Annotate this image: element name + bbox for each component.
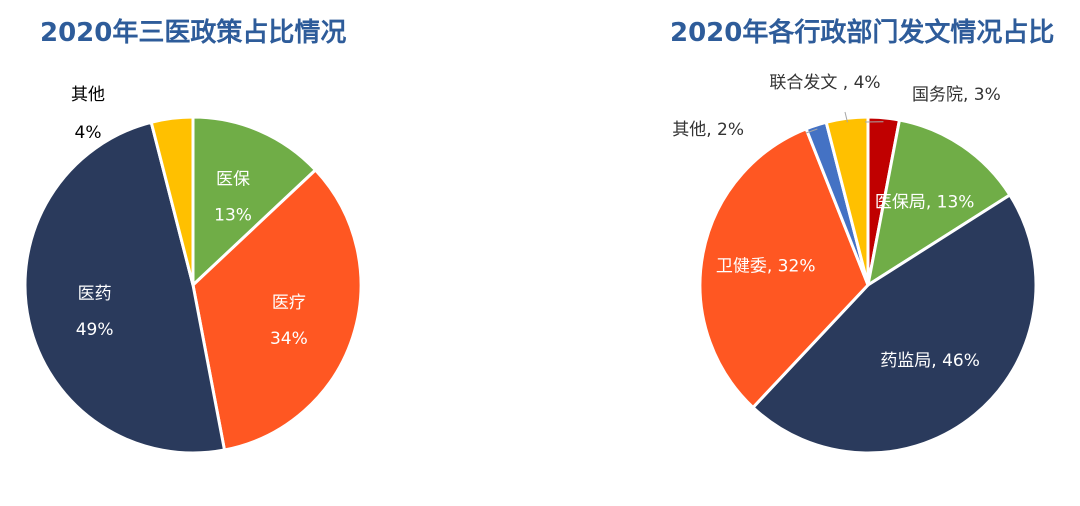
pie-slice-1 xyxy=(866,118,1012,287)
slice-name-label: 医保 xyxy=(216,169,250,189)
pie-slice-0 xyxy=(191,115,317,287)
right-pie-chart: 国务院, 3% 医保局, 13% 药监局, 46% 卫健委, 32% 其他, 2% 联合发… xyxy=(540,0,1080,506)
left-pie-svg: 医保 13% 医疗 34% 医药 49% 其他 4% xyxy=(23,85,363,455)
slice-value-label: 13% xyxy=(214,205,252,225)
slices xyxy=(23,115,363,455)
slice-value-label: 4% xyxy=(75,123,102,143)
left-pie-chart: 医保 13% 医疗 34% 医药 49% 其他 4% 2020年三医政策占比情况 xyxy=(23,18,363,455)
pie-slice-3 xyxy=(149,115,195,287)
slice-label: 联合发文 , 4% xyxy=(769,73,880,93)
slice-labels: 国务院, 3% 医保局, 13% 药监局, 46% 卫健委, 32% 其他, 2% 联合发… xyxy=(672,73,1001,371)
leader-line xyxy=(844,111,848,123)
left-chart-title: 2020年三医政策占比情况 xyxy=(40,18,347,48)
slice-labels: 医保 13% 医疗 34% 医药 49% 其他 4% xyxy=(71,85,308,349)
slice-name-label: 其他 xyxy=(71,85,105,105)
right-chart-title: 2020年各行政部门发文情况占比 xyxy=(670,18,1055,48)
pie-slice-3 xyxy=(698,127,870,409)
right-pie-svg: 国务院, 3% 医保局, 13% 药监局, 46% 卫健委, 32% 其他, 2% 联合发… xyxy=(672,73,1038,455)
slices xyxy=(698,115,1038,455)
slice-label: 卫健委, 32% xyxy=(716,256,816,276)
pie-slice-2 xyxy=(23,120,226,455)
pie-slice-2 xyxy=(751,193,1038,455)
slice-label: 其他, 2% xyxy=(672,120,744,140)
slice-name-label: 医药 xyxy=(78,284,112,304)
slice-value-label: 49% xyxy=(76,320,114,340)
slice-value-label: 34% xyxy=(270,329,308,349)
slice-label: 药监局, 46% xyxy=(880,351,980,371)
pie-slice-1 xyxy=(191,168,363,452)
slice-name-label: 医疗 xyxy=(272,293,306,313)
slice-label: 医保局, 13% xyxy=(875,193,975,213)
slice-label: 国务院, 3% xyxy=(912,85,1001,105)
leader-line xyxy=(805,128,818,134)
